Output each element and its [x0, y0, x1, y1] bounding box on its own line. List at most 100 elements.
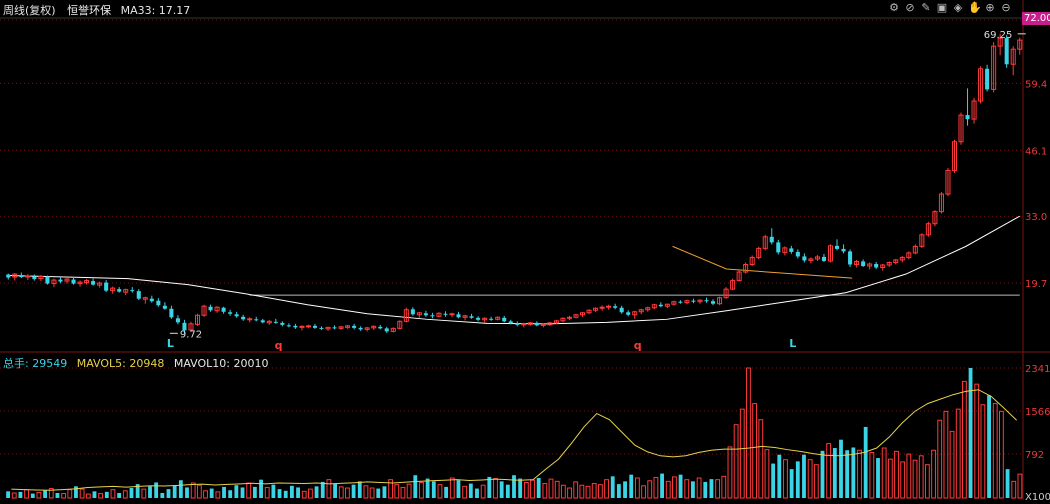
volume-bar-up: [530, 479, 535, 499]
volume-bar-up: [67, 489, 73, 499]
candle-body-down: [508, 321, 513, 324]
candle-body-up: [397, 320, 403, 329]
volume-bar-up: [949, 430, 955, 499]
volume-bar-down: [413, 475, 418, 498]
volume-bar-up: [906, 453, 912, 499]
candle-body-up: [142, 297, 148, 300]
volume-bar-up: [826, 443, 832, 499]
candle-body-up: [64, 278, 70, 282]
candle-body-down: [286, 325, 291, 327]
layers-icon[interactable]: ◈: [953, 1, 963, 14]
candle-body-up: [730, 280, 736, 290]
volume-bar-down: [876, 458, 880, 498]
volume-bar-down: [222, 486, 226, 498]
candle-body-up: [912, 245, 918, 254]
candle-body-down: [228, 312, 233, 314]
volume-bar-down: [148, 486, 152, 498]
period-label[interactable]: 周线(复权): [3, 4, 56, 17]
mavol5-readout: MAVOL5: 20948: [76, 357, 165, 370]
volume-bar-up: [739, 408, 745, 499]
candle-body-up: [553, 320, 559, 324]
volume-bar-down: [178, 480, 183, 498]
volume-bar-up: [591, 483, 597, 499]
volume-readout: 总手: 29549: [3, 357, 68, 370]
candle-body-up: [586, 309, 592, 314]
volume-bar-up: [419, 481, 424, 499]
volume-bar-down: [240, 487, 245, 498]
candle-body-up: [214, 306, 220, 312]
pen-icon[interactable]: ✎: [921, 1, 931, 14]
candle-body-down: [221, 307, 226, 312]
volume-bar-down: [789, 469, 794, 498]
candle-body-up: [651, 304, 657, 309]
annotation-label: 69.25: [984, 30, 1013, 41]
volume-bar-up: [554, 480, 560, 499]
candle-body-up: [762, 236, 768, 249]
volume-bar-up: [203, 490, 208, 499]
candle-body-down: [515, 323, 520, 325]
volume-bar-up: [715, 479, 721, 499]
mavol10-readout: MAVOL10: 20010: [173, 357, 269, 370]
candle-body-up: [697, 299, 703, 303]
candle-body-down: [430, 315, 435, 317]
volume-bar-down: [839, 439, 843, 498]
volume-bar-down: [351, 484, 356, 498]
candle-body-up: [932, 211, 938, 225]
volume-bar-up: [141, 488, 147, 499]
candle-body-up: [925, 223, 931, 236]
volume-bar-up: [1017, 473, 1023, 499]
volume-bar-up: [900, 461, 906, 499]
volume-bar-up: [752, 403, 758, 499]
hand-icon[interactable]: ✋: [968, 1, 982, 14]
volume-bar-up: [388, 479, 394, 499]
volume-bar-up: [338, 486, 344, 499]
zoom-out-icon[interactable]: ⊖: [1001, 1, 1011, 14]
candle-body-down: [534, 322, 539, 326]
candle-body-down: [162, 305, 167, 309]
volume-bar-up: [881, 447, 887, 499]
volume-bar-up: [931, 449, 936, 499]
volume-bar-up: [992, 403, 998, 499]
volume-bar-down: [475, 488, 479, 498]
candle-body-down: [619, 307, 624, 313]
volume-bar-up: [764, 449, 770, 499]
candle-body-up: [938, 193, 944, 213]
zoom-in-icon[interactable]: ⊕: [985, 1, 995, 14]
volume-bar-up: [894, 450, 899, 499]
volume-bar-down: [376, 488, 381, 498]
volume-bar-up: [924, 464, 930, 499]
settings-icon[interactable]: ⚙: [889, 1, 899, 14]
volume-bar-up: [579, 484, 585, 499]
volume-bar-up: [301, 490, 307, 499]
volume-bar-down: [296, 487, 300, 498]
candle-body-up: [1010, 48, 1016, 65]
volume-bar-up: [345, 487, 350, 499]
candle-body-up: [645, 307, 651, 311]
candle-body-up: [194, 314, 201, 325]
volume-header: 总手: 29549 MAVOL5: 20948 MAVOL10: 20010: [3, 355, 268, 371]
candle-body-up: [991, 45, 997, 90]
volume-bar-up: [85, 493, 91, 499]
candle-body-down: [117, 289, 122, 292]
candle-body-up: [573, 314, 579, 318]
price-tick-label: 33.0: [1025, 212, 1047, 223]
volume-bar-down: [104, 491, 109, 498]
candle-body-up: [958, 114, 964, 143]
volume-bar-up: [961, 380, 967, 499]
candle-body-up: [462, 315, 468, 318]
volume-bar-up: [196, 484, 202, 499]
volume-bar-up: [647, 480, 653, 499]
volume-bar-up: [955, 408, 961, 499]
volume-bar-up: [326, 479, 332, 499]
draw-icon[interactable]: ⊘: [905, 1, 915, 14]
signal-marker: q: [275, 339, 283, 352]
volume-bar-up: [887, 458, 893, 499]
candle-body-up: [906, 252, 912, 258]
volume-bar-down: [357, 481, 362, 498]
volume-bar-down: [709, 479, 714, 498]
candle-body-down: [626, 312, 631, 315]
candle-body-up: [1017, 39, 1023, 50]
box-icon[interactable]: ▣: [936, 1, 948, 14]
volume-tick-label: X100: [1025, 492, 1050, 500]
volume-bar-down: [678, 474, 683, 498]
